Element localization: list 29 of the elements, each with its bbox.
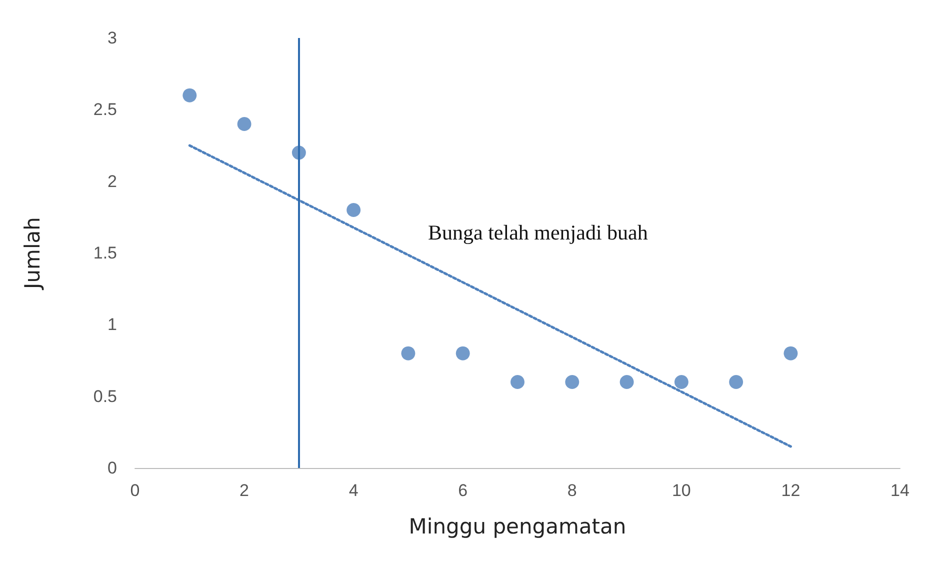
y-tick-label: 3 (108, 28, 117, 48)
point (401, 346, 416, 360)
y-tick-label: 2 (108, 172, 117, 191)
point (729, 375, 744, 389)
y-tick-label: 0 (108, 458, 117, 478)
annotation: Bunga telah menjadi buah (428, 220, 648, 244)
point (510, 375, 524, 389)
x-tick-label: 8 (567, 481, 577, 500)
x-tick-label: 2 (240, 481, 250, 500)
x-tick-label: 0 (130, 481, 140, 500)
point (674, 375, 688, 389)
x-tick-label: 10 (672, 481, 691, 500)
x-tick-label: 6 (458, 481, 468, 500)
y-axis-title: Jumlah (20, 217, 44, 291)
x-axis-title: Minggu pengamatan (408, 514, 626, 538)
y-tick-label: 1 (108, 315, 117, 334)
point (182, 88, 197, 102)
x-tick-label: 12 (781, 481, 800, 500)
x-tick-label: 4 (348, 481, 358, 500)
point (565, 375, 580, 389)
y-tick-label: 2.5 (93, 100, 117, 120)
point (784, 346, 798, 360)
x-tick-label: 14 (890, 481, 910, 500)
point (456, 346, 470, 360)
y-tick-label: 0.5 (93, 386, 117, 406)
point (346, 203, 361, 217)
point (620, 375, 634, 389)
y-tick-label: 1.5 (93, 244, 117, 262)
point (237, 117, 252, 131)
